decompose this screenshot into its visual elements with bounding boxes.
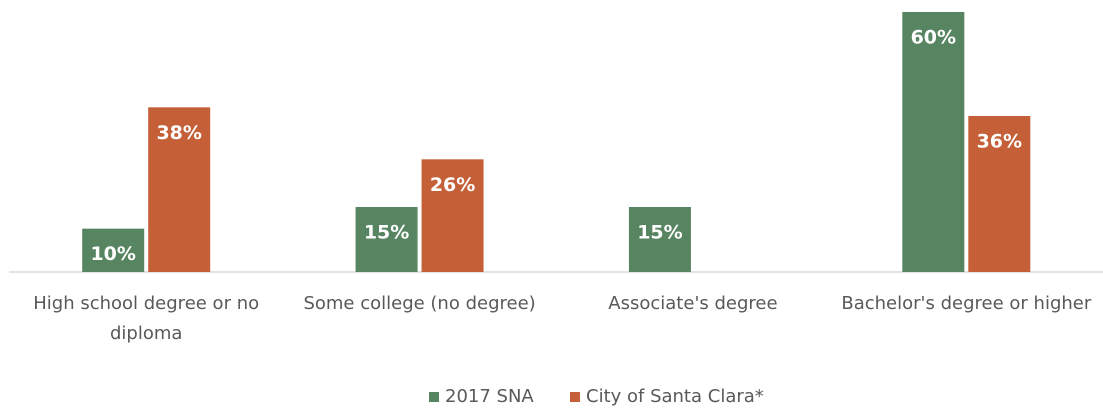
x-tick-label: Some college (no degree) bbox=[303, 293, 536, 314]
bar bbox=[628, 207, 691, 272]
x-tick-label-box: Some college (no degree) bbox=[303, 293, 536, 314]
data-label: 15% bbox=[637, 222, 682, 244]
x-tick-label-box: Associate's degree bbox=[608, 293, 778, 314]
legend-label: 2017 SNA bbox=[445, 386, 534, 407]
legend-label: City of Santa Clara* bbox=[586, 386, 764, 407]
data-label: 60% bbox=[911, 27, 956, 49]
data-label: 10% bbox=[90, 243, 135, 265]
data-label: 15% bbox=[364, 222, 409, 244]
x-tick-label-box: Bachelor's degree or higher bbox=[841, 293, 1092, 314]
bar bbox=[421, 159, 484, 272]
bar bbox=[355, 207, 418, 272]
bar bbox=[902, 12, 965, 272]
x-tick-label: Associate's degree bbox=[608, 293, 778, 314]
data-label: 26% bbox=[430, 174, 475, 196]
bar bbox=[148, 107, 211, 272]
legend-swatch bbox=[429, 392, 439, 402]
data-label: 38% bbox=[156, 122, 201, 144]
x-tick-label: Bachelor's degree or higher bbox=[841, 293, 1092, 314]
data-label: 36% bbox=[977, 131, 1022, 153]
x-tick-label: High school degree or no diploma bbox=[33, 293, 260, 344]
bar bbox=[968, 116, 1031, 272]
bar bbox=[82, 228, 145, 272]
legend-swatch bbox=[570, 392, 580, 402]
x-tick-label-box: High school degree or no diploma bbox=[33, 293, 260, 344]
